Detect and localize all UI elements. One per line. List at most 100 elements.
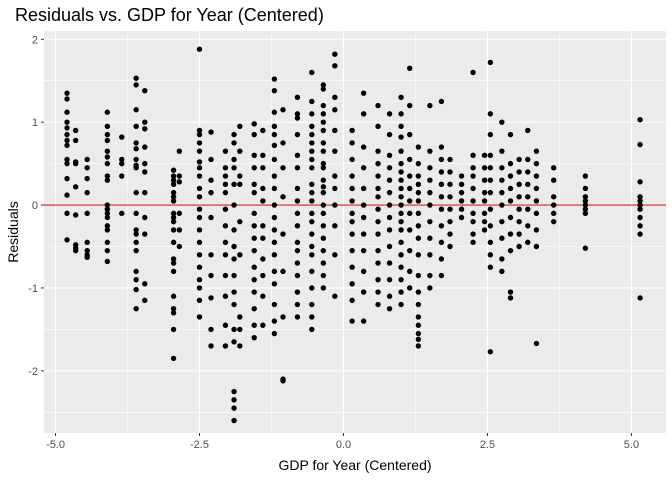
data-point bbox=[458, 173, 465, 179]
data-point bbox=[550, 218, 557, 225]
data-point bbox=[386, 189, 393, 196]
data-point bbox=[360, 202, 367, 208]
data-point bbox=[260, 185, 266, 192]
data-point bbox=[487, 165, 494, 171]
data-point bbox=[637, 116, 643, 123]
data-point bbox=[398, 134, 404, 140]
data-point bbox=[415, 144, 422, 150]
data-point bbox=[133, 247, 139, 254]
data-point bbox=[251, 189, 257, 196]
data-point bbox=[481, 210, 488, 217]
data-point bbox=[170, 218, 177, 225]
data-point bbox=[516, 156, 522, 163]
data-point bbox=[271, 330, 278, 337]
data-point bbox=[398, 239, 404, 246]
data-point bbox=[386, 202, 393, 208]
data-point bbox=[427, 272, 433, 279]
y-axis-ticks: -2 -1 0 1 2 bbox=[28, 34, 44, 378]
data-point bbox=[271, 173, 278, 179]
data-point bbox=[294, 165, 301, 171]
data-point bbox=[398, 289, 404, 295]
data-point bbox=[133, 231, 139, 237]
data-point bbox=[84, 165, 90, 171]
data-point bbox=[375, 260, 381, 266]
data-point bbox=[415, 235, 422, 241]
data-point bbox=[64, 109, 70, 115]
data-point bbox=[142, 126, 148, 132]
data-point bbox=[550, 177, 557, 183]
data-point bbox=[309, 268, 315, 275]
data-point bbox=[309, 189, 315, 196]
data-point bbox=[309, 301, 315, 308]
data-point bbox=[271, 202, 278, 208]
y-axis-title: Residuals bbox=[5, 201, 21, 262]
data-point bbox=[260, 293, 266, 299]
data-point bbox=[196, 227, 203, 233]
data-point bbox=[104, 214, 111, 221]
data-point bbox=[64, 137, 70, 144]
data-point bbox=[447, 181, 453, 188]
data-point bbox=[516, 206, 522, 212]
data-point bbox=[64, 175, 70, 182]
data-point bbox=[251, 181, 257, 188]
data-point bbox=[415, 314, 422, 320]
data-point bbox=[360, 268, 367, 275]
data-point bbox=[481, 152, 488, 159]
data-point bbox=[280, 140, 286, 146]
data-point bbox=[222, 239, 229, 246]
data-point bbox=[458, 189, 465, 196]
data-point bbox=[271, 252, 278, 258]
data-point bbox=[499, 177, 505, 183]
data-point bbox=[525, 156, 531, 163]
data-point bbox=[170, 260, 177, 266]
data-point bbox=[516, 169, 522, 175]
data-point bbox=[294, 115, 301, 121]
data-point bbox=[375, 185, 381, 192]
data-point bbox=[309, 243, 315, 250]
data-point bbox=[320, 160, 327, 167]
data-point bbox=[208, 177, 214, 183]
data-point bbox=[196, 185, 203, 192]
data-point bbox=[507, 198, 514, 204]
data-point bbox=[407, 131, 413, 138]
data-point bbox=[533, 160, 540, 167]
data-point bbox=[231, 165, 237, 171]
data-point bbox=[386, 227, 393, 233]
data-point bbox=[196, 214, 203, 221]
data-point bbox=[415, 272, 422, 279]
data-point bbox=[487, 206, 494, 212]
data-point bbox=[487, 239, 494, 246]
data-point bbox=[349, 318, 355, 324]
data-point bbox=[170, 198, 177, 204]
x-axis-title: GDP for Year (Centered) bbox=[278, 457, 431, 473]
data-point bbox=[320, 247, 327, 254]
data-point bbox=[294, 247, 301, 254]
data-point bbox=[142, 87, 148, 94]
data-point bbox=[499, 119, 505, 125]
data-point bbox=[407, 198, 413, 204]
data-point bbox=[231, 131, 237, 138]
data-point bbox=[196, 314, 203, 320]
data-point bbox=[294, 94, 301, 101]
data-point bbox=[447, 218, 453, 225]
data-point bbox=[84, 189, 90, 196]
data-point bbox=[360, 165, 367, 171]
data-point bbox=[271, 185, 278, 192]
data-point bbox=[237, 123, 243, 130]
data-point bbox=[386, 152, 393, 159]
data-point bbox=[582, 202, 589, 208]
data-point bbox=[398, 185, 404, 192]
data-point bbox=[208, 252, 214, 258]
data-point bbox=[309, 181, 315, 188]
data-point bbox=[72, 184, 79, 190]
data-point bbox=[533, 243, 540, 250]
data-point bbox=[222, 343, 229, 349]
data-point bbox=[637, 295, 643, 301]
data-point bbox=[196, 127, 203, 134]
data-point bbox=[398, 301, 404, 308]
data-point bbox=[309, 218, 315, 225]
chart-title: Residuals vs. GDP for Year (Centered) bbox=[15, 5, 324, 25]
data-point bbox=[525, 169, 531, 175]
data-point bbox=[260, 272, 266, 279]
data-point bbox=[119, 156, 125, 163]
